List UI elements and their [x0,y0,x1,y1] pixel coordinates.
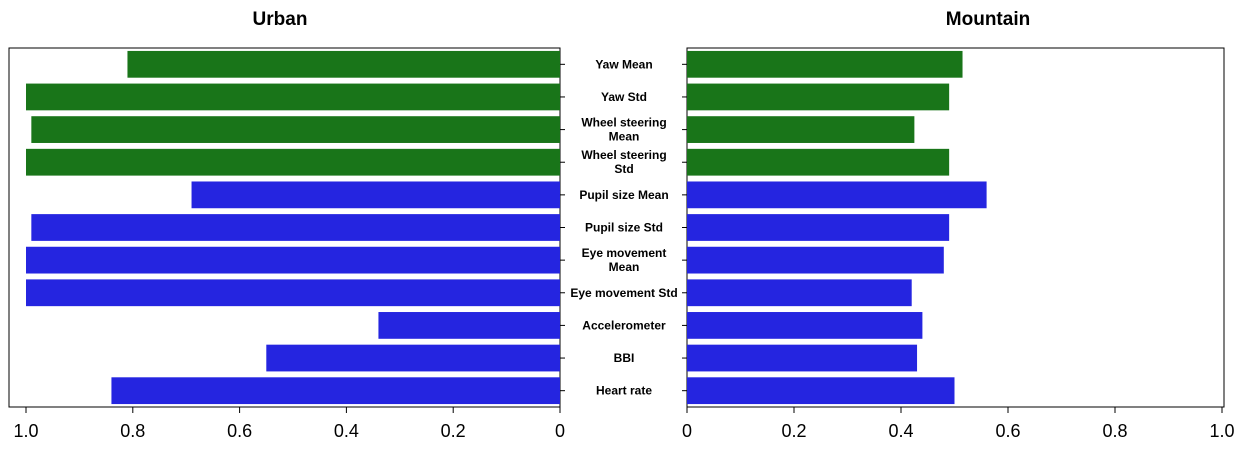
category-label-pupil-size-std: Pupil size Std [585,221,663,235]
xtick-label-urban: 1.0 [13,421,38,441]
xtick-label-mountain: 0.4 [888,421,913,441]
panel-title-mountain: Mountain [946,9,1030,30]
category-label-yaw-std: Yaw Std [601,90,647,104]
xtick-label-mountain: 0.8 [1102,421,1127,441]
bar-urban-pupil-size-std [31,214,560,241]
xtick-label-mountain: 0.2 [781,421,806,441]
category-label-pupil-size-mean: Pupil size Mean [579,188,668,202]
bar-mountain-heart-rate [687,377,955,405]
bar-urban-yaw-mean [127,50,561,78]
bar-mountain-bbi [687,344,918,372]
category-labels: Yaw Mean Yaw Std Wheel steering Mean Wheel s… [570,57,677,397]
category-label-wheel-steering-mean: Wheel steering Mean [581,116,666,144]
bar-mountain-wheel-steering-mean [687,116,915,143]
category-label-wheel-steering-std: Wheel steering Std [581,148,666,176]
category-label-bbi: BBI [614,351,635,365]
bars-urban [26,50,561,405]
bar-mountain-wheel-steering-std [687,148,950,176]
bar-mountain-eye-movement-mean [687,246,944,274]
bar-mountain-pupil-size-std [687,214,950,241]
bar-urban-pupil-size-mean [191,181,561,209]
bar-urban-heart-rate [111,377,560,405]
bar-urban-wheel-steering-mean [31,116,560,143]
category-label-yaw-mean: Yaw Mean [595,57,652,71]
bar-mountain-yaw-std [687,83,950,111]
xtick-label-mountain: 1.0 [1209,421,1234,441]
bar-urban-eye-movement-mean [26,246,560,274]
bar-urban-wheel-steering-std [26,148,560,176]
xtick-label-urban: 0.6 [227,421,252,441]
bar-urban-bbi [266,344,560,372]
xtick-label-urban: 0 [555,421,565,441]
bars-mountain [687,50,987,405]
bar-urban-yaw-std [26,83,560,111]
category-label-accelerometer: Accelerometer [582,318,666,332]
xtick-label-mountain: 0.6 [995,421,1020,441]
xtick-label-urban: 0.4 [334,421,359,441]
bar-urban-eye-movement-std [26,279,560,307]
bar-mountain-accelerometer [687,312,923,339]
xtick-label-mountain: 0 [682,421,692,441]
bar-mountain-pupil-size-mean [687,181,987,209]
bar-mountain-eye-movement-std [687,279,912,307]
category-label-eye-movement-std: Eye movement Std [570,286,677,300]
bar-urban-accelerometer [378,312,560,339]
bar-mountain-yaw-mean [687,50,963,78]
xtick-label-urban: 0.8 [120,421,145,441]
panel-title-urban: Urban [253,9,308,30]
xtick-label-urban: 0.2 [441,421,466,441]
category-label-eye-movement-mean: Eye movement Mean [582,246,667,274]
axis-ticks: 1.0 0.8 0.6 0.4 0.2 0 0 0.2 0.4 0.6 0.8 1.0 [13,63,1235,441]
category-label-heart-rate: Heart rate [596,384,652,398]
